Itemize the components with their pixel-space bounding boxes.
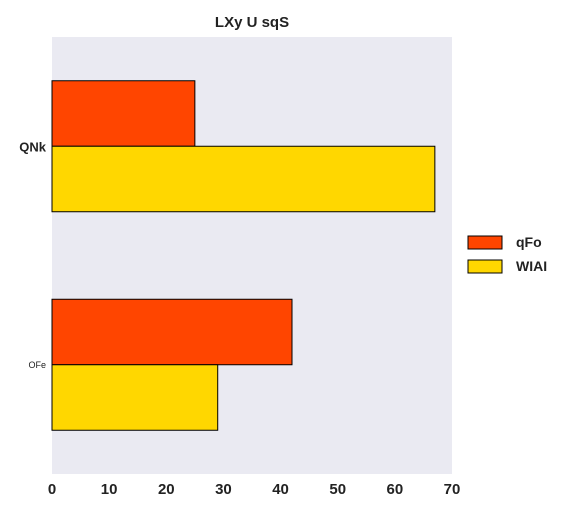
legend-swatch-qFo [467, 235, 503, 250]
x-tick-label-40: 40 [272, 481, 289, 498]
bar-WIAI-OFe [51, 364, 219, 431]
x-tick-label-10: 10 [101, 481, 118, 498]
x-tick-label-0: 0 [48, 481, 56, 498]
x-tick-label-30: 30 [215, 481, 232, 498]
legend: qFo WIAI [467, 234, 547, 274]
x-tick-label-60: 60 [387, 481, 404, 498]
category-label-QNk: QNk [19, 139, 47, 154]
legend-label-qFo: qFo [516, 234, 542, 250]
bar-qFo-OFe [51, 298, 293, 366]
x-tick-label-50: 50 [329, 481, 346, 498]
bar-qFo-QNk [51, 80, 196, 147]
x-tick-label-70: 70 [444, 481, 461, 498]
chart-title: LXy U sqS [215, 14, 289, 31]
legend-swatch-WIAI [467, 259, 503, 274]
category-label-OFe: OFe [28, 360, 46, 370]
x-tick-label-20: 20 [158, 481, 175, 498]
legend-label-WIAI: WIAI [516, 258, 547, 274]
bars-group [51, 80, 436, 431]
category-labels: QNk OFe [19, 139, 47, 370]
bar-WIAI-QNk [51, 145, 436, 213]
x-axis-ticks: 0 10 20 30 40 50 60 70 [48, 481, 461, 498]
